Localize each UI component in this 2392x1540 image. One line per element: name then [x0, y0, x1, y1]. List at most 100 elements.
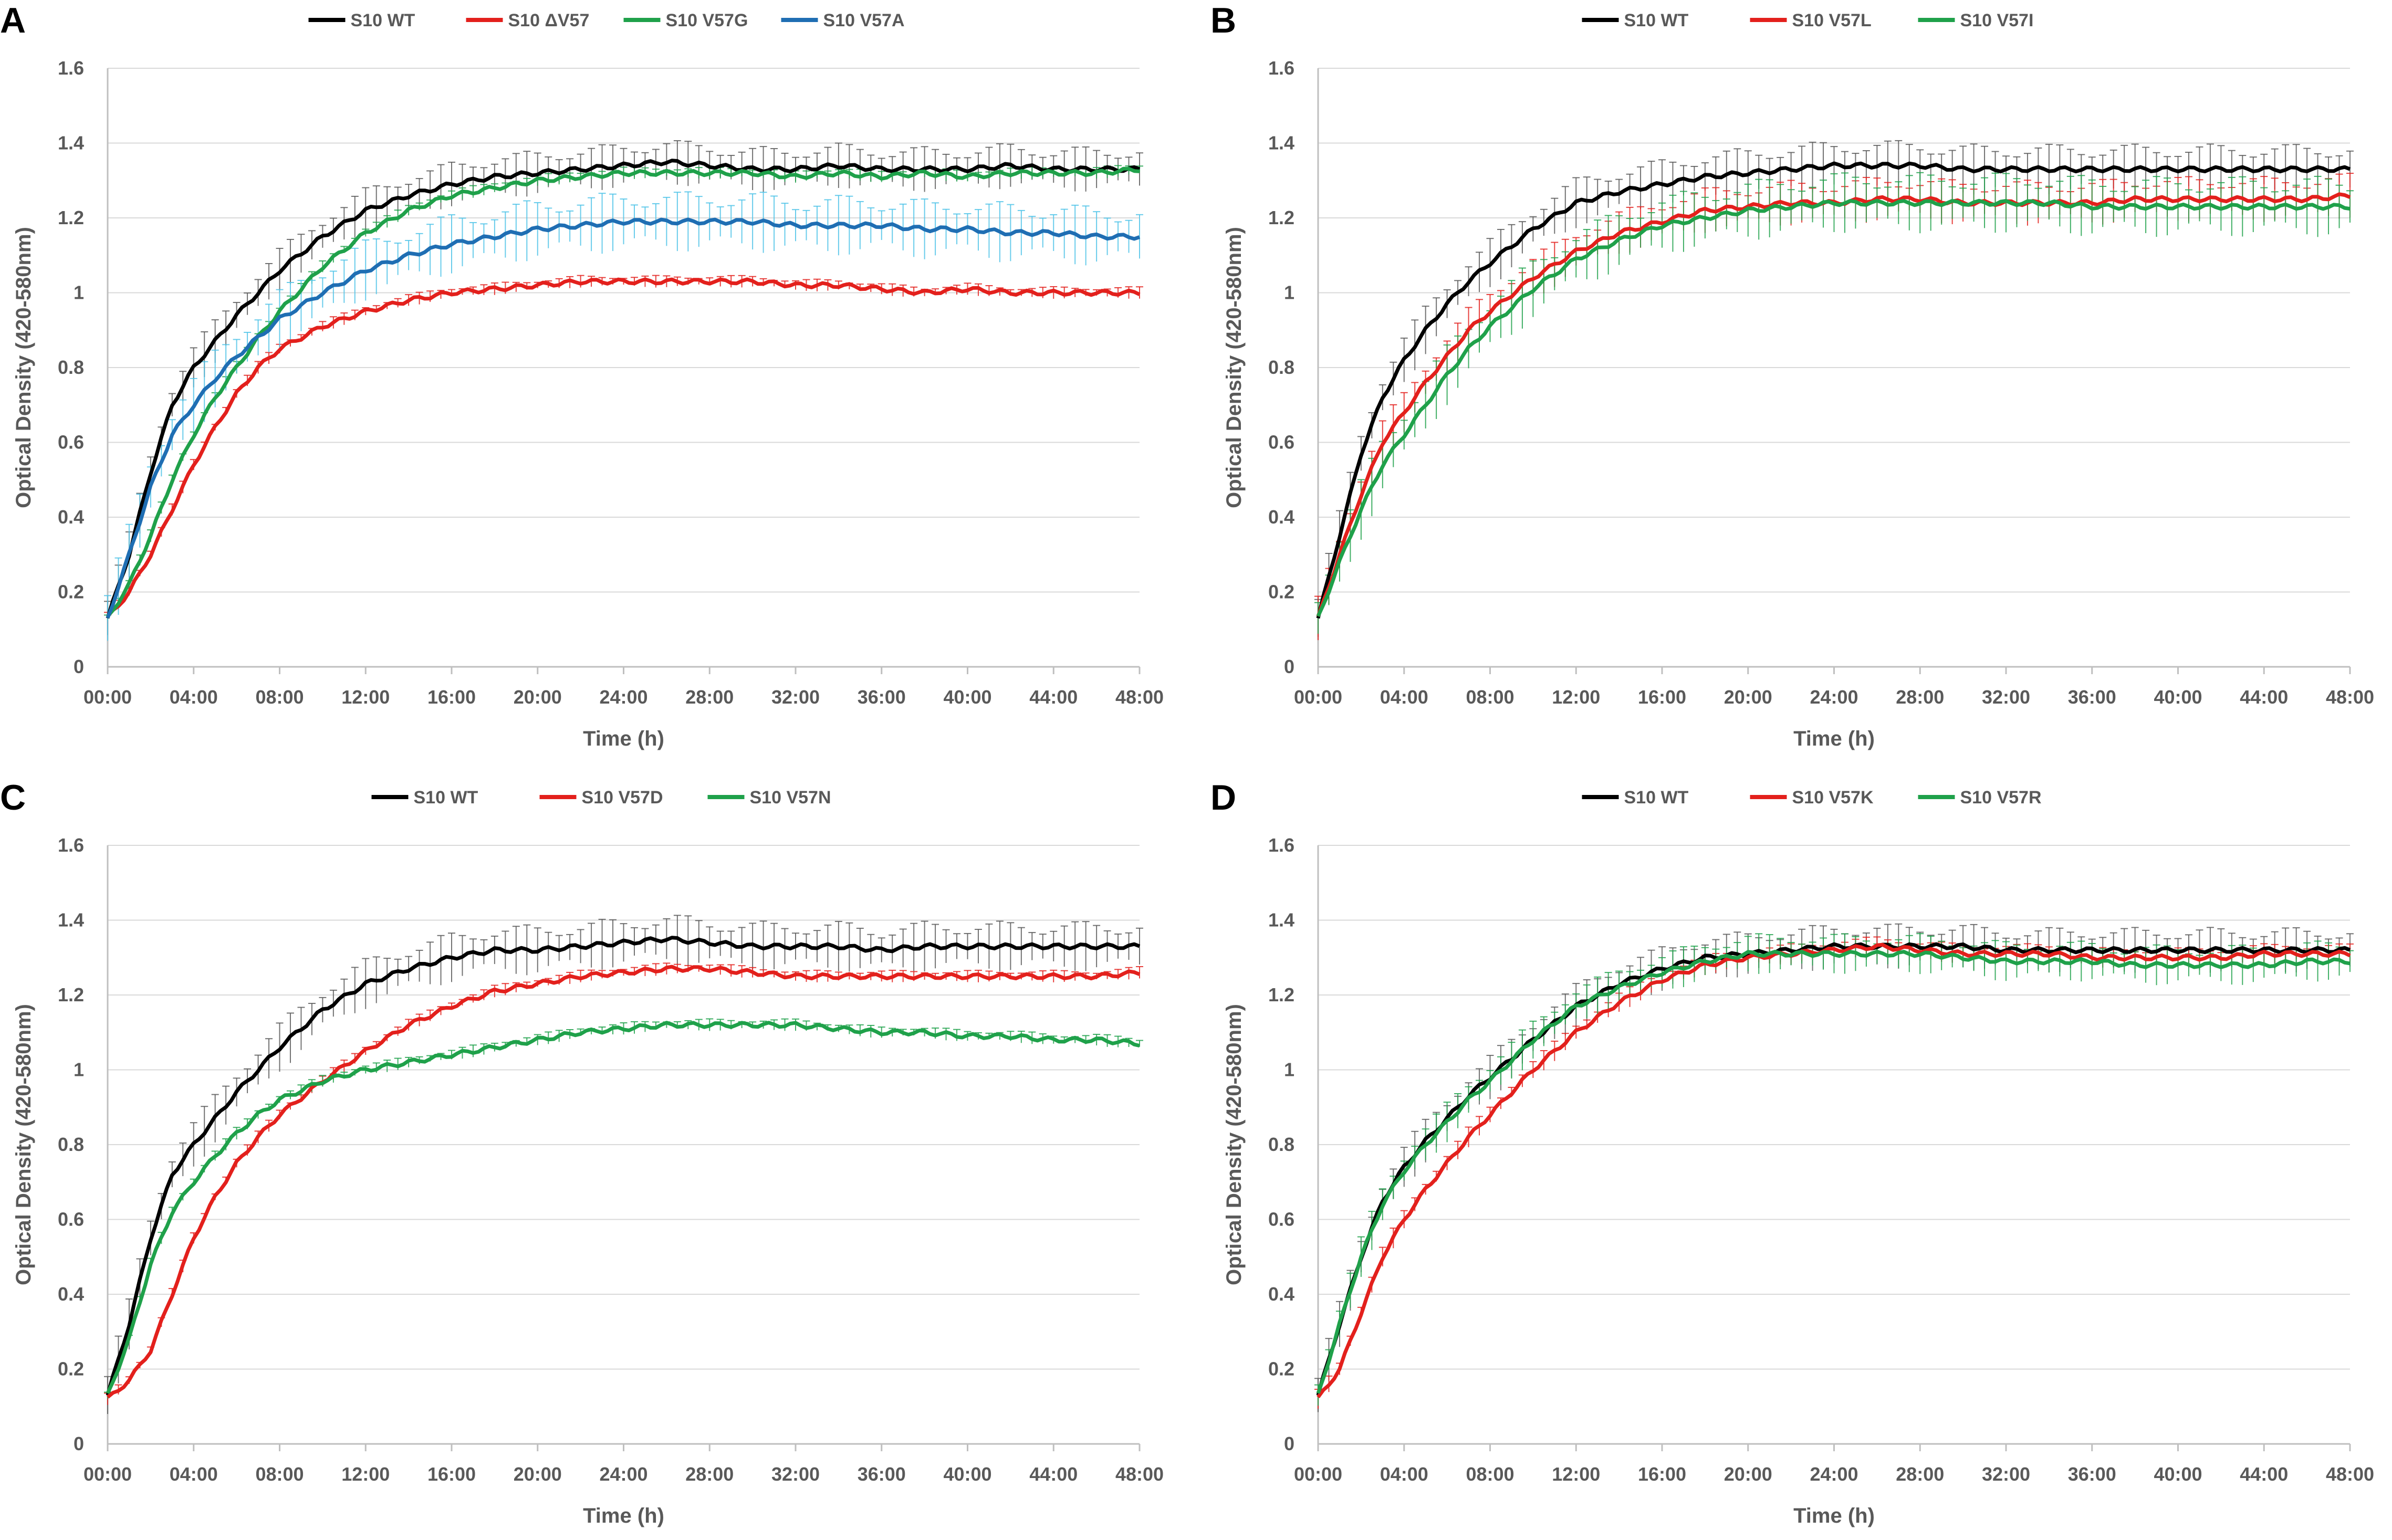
x-tick-label: 44:00 — [2240, 686, 2288, 708]
series-line-s10-wt — [1316, 161, 2351, 619]
x-tick-label: 00:00 — [83, 686, 132, 708]
x-tick-label: 32:00 — [1982, 686, 2030, 708]
y-tick-label: 1 — [74, 1059, 84, 1081]
legend-item: S10 V57G — [623, 11, 748, 30]
legend-item: S10 V57K — [1750, 788, 1874, 808]
panel-d: D 0 0.2 0.4 0.6 0.8 1 1.2 1.4 1.6 00:00 04:00 08:00 1… — [1210, 778, 2374, 1527]
y-tick-label: 1.2 — [1268, 984, 1294, 1005]
x-axis-title: Time (h) — [1793, 727, 1875, 750]
panel-letter: D — [1210, 778, 1236, 818]
y-tick-label: 0.4 — [58, 1283, 84, 1305]
legend-item: S10 WT — [1582, 11, 1689, 30]
x-tick-label: 24:00 — [1810, 1463, 1858, 1485]
y-tick-label: 1.6 — [58, 57, 84, 79]
legend-label: S10 V57I — [1960, 11, 2034, 30]
x-tick-label: 16:00 — [427, 686, 476, 708]
x-tick-label: 08:00 — [255, 686, 304, 708]
x-tick-label: 00:00 — [1294, 1463, 1342, 1485]
y-tick-label: 0.6 — [58, 432, 84, 453]
legend-item: S10 ΔV57 — [466, 11, 589, 30]
x-tick-label: 40:00 — [943, 686, 991, 708]
x-tick-label: 08:00 — [255, 1463, 304, 1485]
y-tick-label: 1 — [74, 282, 84, 303]
y-tick-label: 0.8 — [58, 1134, 84, 1155]
panel-letter: B — [1210, 1, 1236, 40]
y-tick-label: 1.6 — [58, 834, 84, 856]
x-axis-title: Time (h) — [1793, 1504, 1875, 1527]
y-tick-label: 0.4 — [58, 506, 84, 528]
error-bars-s10-v57k — [1314, 936, 2354, 1409]
series-line-s10-v57d — [106, 965, 1141, 1399]
series-s10-delta-v57 — [104, 275, 1143, 624]
y-tick-label: 1.4 — [1268, 132, 1294, 154]
x-tick-label: 28:00 — [1896, 1463, 1944, 1485]
x-tick-label: 16:00 — [427, 1463, 476, 1485]
gridlines — [1318, 845, 2350, 1370]
series-line-s10-delta-v57 — [106, 277, 1141, 618]
legend-label: S10 V57D — [582, 788, 663, 808]
error-bars-s10-delta-v57 — [104, 275, 1143, 624]
y-tick-label: 1.2 — [1268, 207, 1294, 228]
y-tick-label: 0.2 — [58, 581, 84, 603]
y-tick-label: 0.2 — [1268, 1358, 1294, 1380]
x-tick-label: 12:00 — [341, 1463, 390, 1485]
x-tick-label: 20:00 — [514, 1463, 562, 1485]
y-tick-label: 0 — [1284, 656, 1294, 677]
series-line-s10-v57l — [1316, 192, 2351, 617]
y-axis-ticks: 0 0.2 0.4 0.6 0.8 1 1.2 1.4 1.6 — [58, 834, 84, 1454]
legend: S10 WT S10 V57K S10 V57R — [1582, 788, 2042, 808]
y-axis-title: Optical Density (420-580nm) — [1223, 1004, 1246, 1285]
y-tick-label: 0.6 — [1268, 1209, 1294, 1230]
series-line-s10-v57g — [106, 166, 1140, 617]
y-axis-ticks: 0 0.2 0.4 0.6 0.8 1 1.2 1.4 1.6 — [58, 57, 84, 677]
error-bars-s10-v57a — [104, 191, 1143, 641]
x-tick-label: 32:00 — [771, 1463, 820, 1485]
x-tick-label: 00:00 — [1294, 686, 1342, 708]
legend-item: S10 V57I — [1918, 11, 2034, 30]
x-tick-label: 24:00 — [1810, 686, 1858, 708]
legend: S10 WT S10 V57L S10 V57I — [1582, 11, 2034, 30]
y-tick-label: 0.2 — [1268, 581, 1294, 603]
series-s10-v57k — [1314, 936, 2354, 1409]
x-tick-label: 08:00 — [1466, 686, 1514, 708]
y-tick-label: 0.8 — [58, 357, 84, 378]
legend-item: S10 V57N — [707, 788, 831, 808]
y-tick-label: 0 — [1284, 1433, 1294, 1454]
x-tick-label: 28:00 — [1896, 686, 1944, 708]
legend-label: S10 WT — [1624, 11, 1689, 30]
x-tick-label: 48:00 — [2326, 1463, 2374, 1485]
x-tick-label: 40:00 — [2154, 1463, 2202, 1485]
y-tick-label: 0 — [74, 656, 84, 677]
error-bars-s10-v57r — [1314, 933, 2354, 1406]
legend-label: S10 V57G — [666, 11, 748, 30]
x-tick-label: 40:00 — [2154, 686, 2202, 708]
panel-letter: C — [0, 778, 26, 818]
y-tick-label: 1.4 — [1268, 909, 1294, 931]
y-axis-title: Optical Density (420-580nm) — [1223, 227, 1246, 508]
panel-b: B 0 0.2 0.4 0.6 0.8 1 1.2 1.4 1.6 00:00 04:00 08:00 1… — [1210, 1, 2374, 750]
y-axis-title: Optical Density (420-580nm) — [12, 1004, 35, 1285]
error-bars-s10-wt — [1314, 923, 2354, 1412]
legend: S10 WT S10 V57D S10 V57N — [371, 788, 831, 808]
y-tick-label: 1.4 — [58, 132, 84, 154]
x-tick-label: 36:00 — [2068, 1463, 2116, 1485]
series-s10-v57i — [1314, 172, 2354, 634]
x-tick-label: 04:00 — [1380, 1463, 1428, 1485]
y-tick-label: 0.6 — [58, 1209, 84, 1230]
series-line-s10-wt — [1316, 942, 2351, 1396]
y-tick-label: 1.2 — [58, 207, 84, 228]
error-bars-s10-v57i — [1314, 172, 2354, 634]
x-tick-label: 04:00 — [170, 1463, 218, 1485]
series-s10-v57a — [104, 191, 1143, 641]
x-tick-label: 20:00 — [514, 686, 562, 708]
x-axis-ticks: 00:00 04:00 08:00 12:00 16:00 20:00 24:00 28:00… — [83, 667, 1164, 708]
y-tick-label: 0.2 — [58, 1358, 84, 1380]
series-group — [1314, 140, 2354, 641]
series-s10-v57r — [1314, 933, 2354, 1406]
x-tick-label: 44:00 — [1029, 686, 1078, 708]
legend-label: S10 WT — [1624, 788, 1689, 808]
x-tick-label: 36:00 — [2068, 686, 2116, 708]
series-group — [104, 140, 1143, 641]
y-tick-label: 1 — [1284, 1059, 1294, 1081]
y-tick-label: 0 — [74, 1433, 84, 1454]
